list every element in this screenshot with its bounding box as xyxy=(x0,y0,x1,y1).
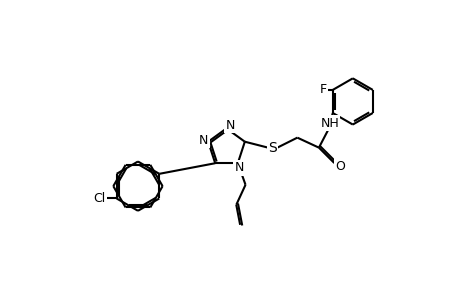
Text: N: N xyxy=(225,119,235,132)
Text: NH: NH xyxy=(319,116,338,130)
Text: N: N xyxy=(234,161,244,174)
Text: N: N xyxy=(198,134,208,147)
Text: Cl: Cl xyxy=(93,192,106,205)
Text: O: O xyxy=(335,160,345,172)
Text: S: S xyxy=(268,141,276,155)
Text: F: F xyxy=(319,83,326,96)
